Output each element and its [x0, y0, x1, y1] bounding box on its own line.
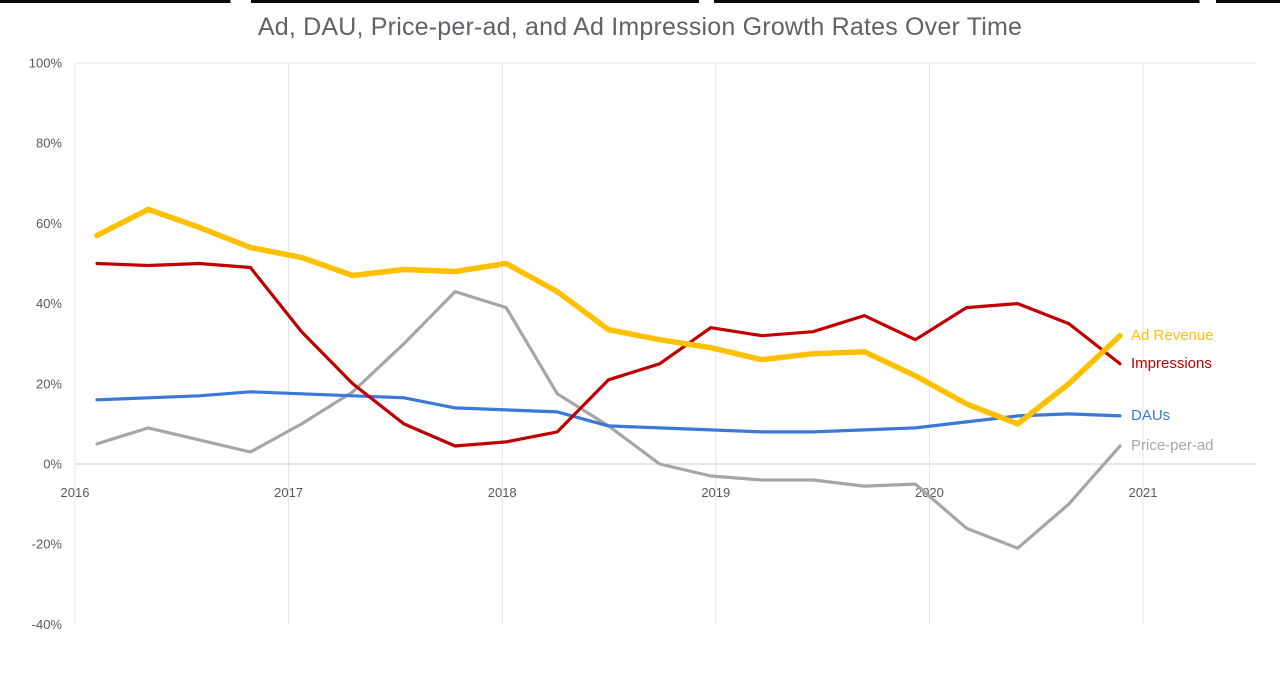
x-tick-label: 2019 [701, 485, 730, 500]
x-tick-label: 2016 [61, 485, 90, 500]
y-tick-label: -20% [32, 537, 63, 552]
chart-title: Ad, DAU, Price-per-ad, and Ad Impression… [257, 13, 1023, 41]
y-tick-label: 0% [43, 457, 62, 472]
series-label-impressions: Impressions [1131, 354, 1212, 372]
y-tick-label: 60% [36, 216, 62, 231]
y-tick-label: 40% [36, 296, 62, 311]
series-line-daus [95, 390, 1122, 434]
series-line-ad-revenue [94, 206, 1123, 427]
x-tick-label: 2018 [488, 485, 517, 500]
y-tick-label: -40% [32, 617, 63, 632]
series-label-price-per-ad: Price-per-ad [1131, 436, 1214, 454]
series-line-impressions [95, 261, 1122, 448]
x-tick-label: 2021 [1129, 485, 1158, 500]
top-border [0, 0, 1280, 3]
y-tick-label: 80% [36, 136, 62, 151]
x-tick-label: 2017 [274, 485, 303, 500]
y-tick-label: 20% [36, 376, 62, 391]
series-label-ad-revenue: Ad Revenue [1131, 326, 1214, 344]
series-label-daus: DAUs [1131, 406, 1171, 424]
y-tick-label: 100% [29, 56, 63, 71]
